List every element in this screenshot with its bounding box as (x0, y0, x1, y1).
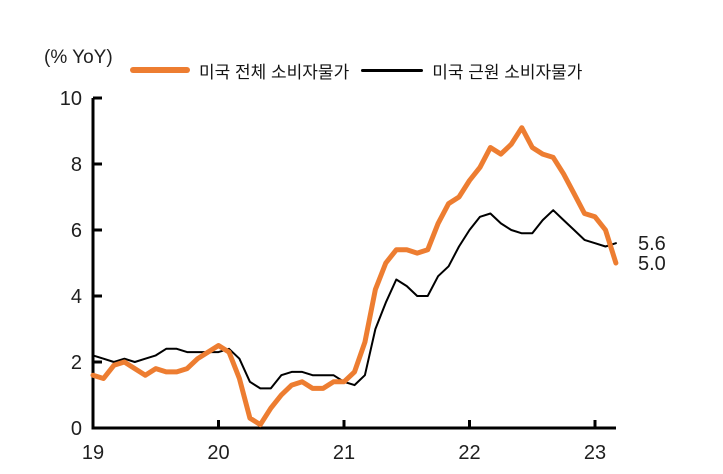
y-tick-label: 2 (71, 352, 82, 374)
series-line-미국 전체 소비자물가 (90, 125, 619, 428)
y-axis-unit-label: (% YoY) (44, 47, 113, 68)
axes (91, 98, 616, 430)
series-end-label-미국 근원 소비자물가: 5.6 (638, 233, 666, 255)
y-tick-label: 4 (71, 286, 82, 308)
legend-label-core-cpi: 미국 근원 소비자물가 (432, 62, 583, 82)
y-tick-label: 0 (71, 418, 82, 440)
headline-cpi-line-swatch (130, 67, 190, 73)
y-tick-label: 6 (71, 220, 82, 242)
x-tick-label: 23 (584, 442, 606, 464)
series-line-미국 근원 소비자물가 (92, 209, 617, 390)
x-tick-label: 22 (458, 442, 480, 464)
core-cpi-line-swatch (361, 68, 424, 72)
series-end-label-미국 전체 소비자물가: 5.0 (638, 253, 666, 275)
legend: 미국 전체 소비자물가 미국 근원 소비자물가 (130, 58, 582, 83)
legend-label-headline-cpi: 미국 전체 소비자물가 (199, 62, 350, 82)
y-tick-label: 8 (71, 154, 82, 176)
legend-item-headline-cpi: 미국 전체 소비자물가 (130, 58, 349, 83)
legend-item-core-cpi: 미국 근원 소비자물가 (361, 58, 582, 83)
x-tick-label: 21 (333, 442, 355, 464)
x-tick-label: 20 (207, 442, 229, 464)
x-tick-label: 19 (82, 442, 104, 464)
y-tick-label: 10 (60, 88, 82, 110)
